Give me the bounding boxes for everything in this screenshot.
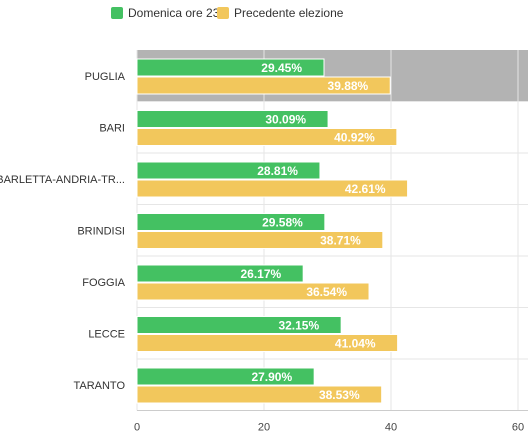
- bar-s2-6[interactable]: [136, 385, 383, 404]
- category-label-1: BARI: [99, 122, 125, 134]
- data-label-s2-1: 40.92%: [334, 131, 375, 145]
- legend-item-series-1[interactable]: Domenica ore 23: [111, 6, 219, 20]
- data-label-s2-6: 38.53%: [319, 388, 360, 402]
- x-tick-label-2: 40: [385, 422, 397, 434]
- x-tick-label-3: 60: [512, 422, 524, 434]
- category-label-5: LECCE: [88, 328, 125, 340]
- category-label-6: TARANTO: [73, 380, 125, 392]
- data-label-s1-0: 29.45%: [261, 61, 302, 75]
- bar-s2-4[interactable]: [136, 282, 370, 301]
- legend-label-series-1: Domenica ore 23: [128, 6, 220, 20]
- legend-label-series-2: Precedente elezione: [234, 6, 344, 20]
- x-tick-label-0: 0: [134, 422, 140, 434]
- legend-swatch-series-1: [111, 7, 123, 19]
- category-label-4: FOGGIA: [82, 277, 125, 289]
- bar-s1-4[interactable]: [136, 264, 304, 283]
- bar-s1-3[interactable]: [136, 213, 326, 231]
- data-label-s1-6: 27.90%: [251, 370, 292, 384]
- data-label-s1-2: 28.81%: [257, 164, 298, 178]
- legend-item-series-2[interactable]: Precedente elezione: [217, 6, 343, 20]
- data-label-s2-0: 39.88%: [328, 79, 369, 93]
- data-label-s2-5: 41.04%: [335, 337, 376, 351]
- bar-s2-2[interactable]: [136, 179, 409, 198]
- bar-s1-1[interactable]: [136, 110, 329, 128]
- bar-s1-5[interactable]: [136, 316, 342, 334]
- data-label-s1-1: 30.09%: [265, 113, 306, 127]
- data-label-s2-2: 42.61%: [345, 182, 386, 196]
- category-label-0: PUGLIA: [85, 71, 126, 83]
- legend: Domenica ore 23 Precedente elezione: [0, 6, 528, 24]
- bar-s2-0[interactable]: [136, 76, 391, 95]
- data-label-s1-3: 29.58%: [262, 216, 303, 230]
- legend-swatch-series-2: [217, 7, 229, 19]
- category-label-2: BARLETTA-ANDRIA-TR...: [0, 174, 125, 186]
- data-label-s2-3: 38.71%: [320, 234, 361, 248]
- bar-s2-1[interactable]: [136, 128, 398, 146]
- bar-s1-2[interactable]: [136, 161, 321, 180]
- data-label-s1-5: 32.15%: [278, 319, 319, 333]
- bar-s1-0[interactable]: [136, 58, 325, 77]
- bar-s2-5[interactable]: [136, 334, 399, 352]
- x-tick-label-1: 20: [258, 422, 270, 434]
- bar-s1-6[interactable]: [136, 367, 315, 386]
- bar-s2-3[interactable]: [136, 231, 384, 249]
- category-label-3: BRINDISI: [77, 225, 125, 237]
- data-label-s2-4: 36.54%: [306, 285, 347, 299]
- data-label-s1-4: 26.17%: [240, 267, 281, 281]
